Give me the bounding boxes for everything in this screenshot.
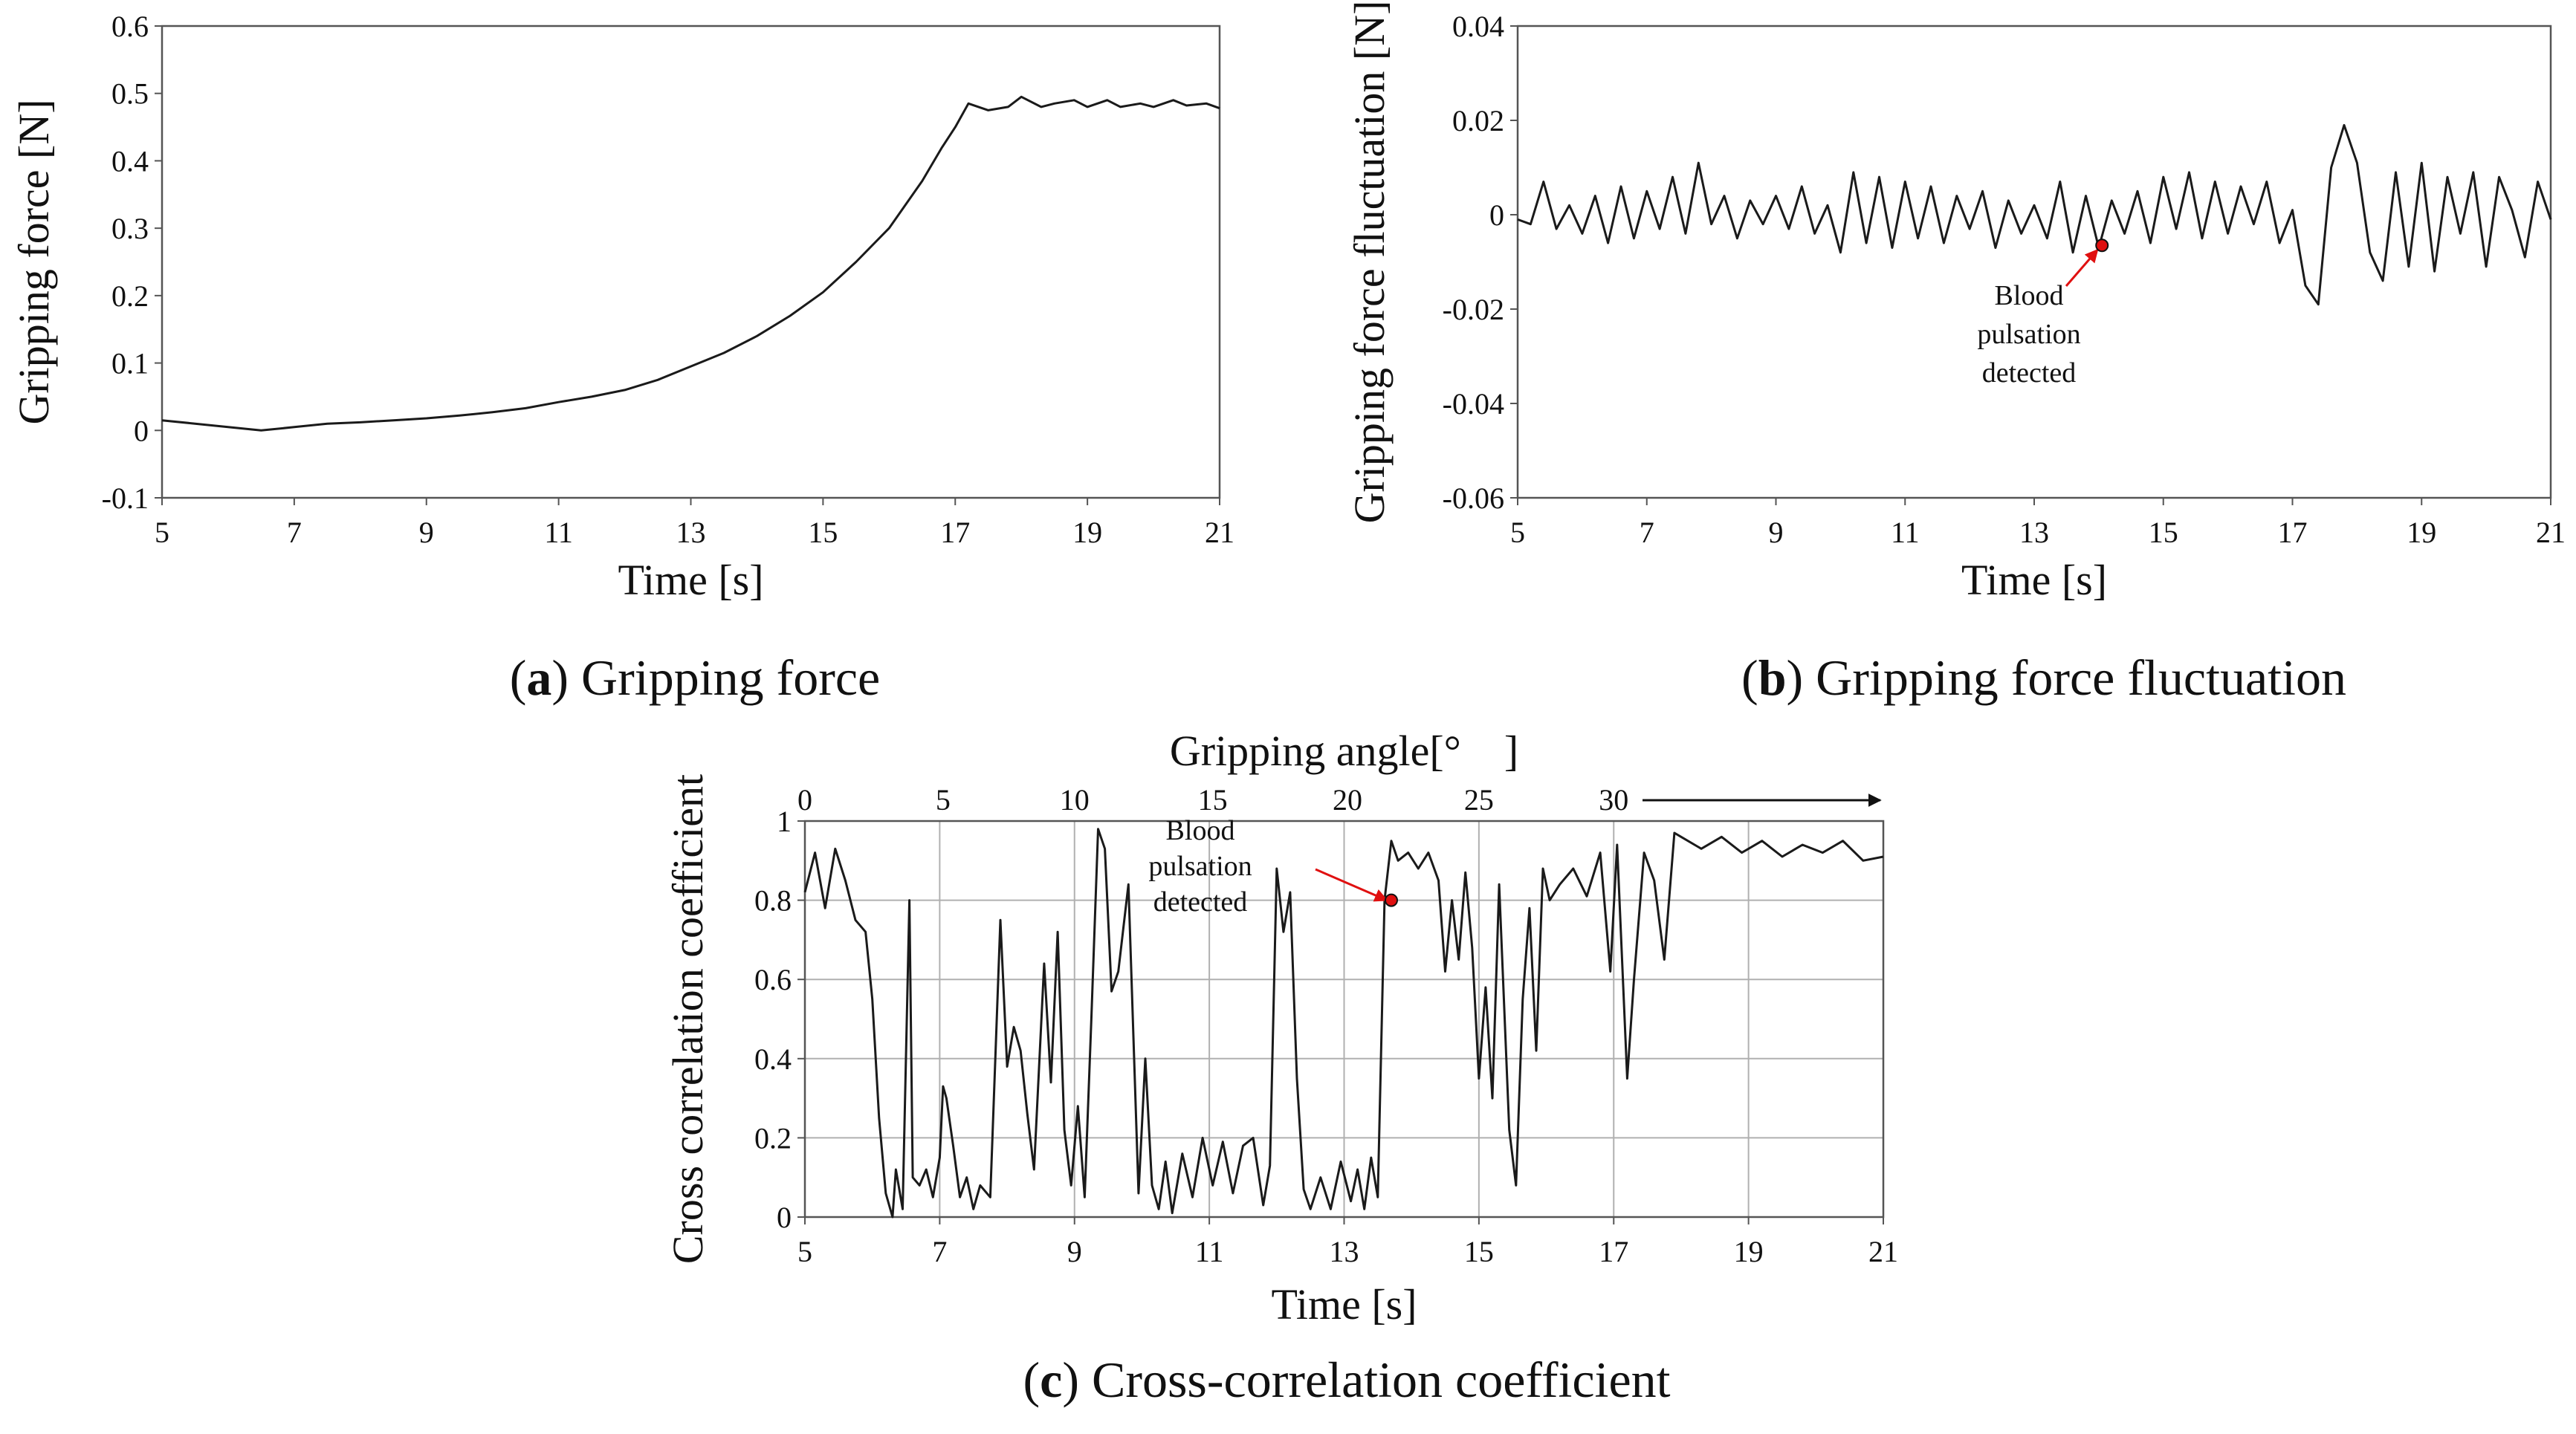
x2-tick-label: 0 [797,783,812,817]
x-tick-label: 7 [932,1235,947,1268]
panel-c-cross-correlation: 5 7 9 11 13 15 17 19 21 0 0.2 0.4 0.6 0.8 1 Time [s] Cro… [664,727,1898,1408]
y-tick-label: 0.2 [754,1121,792,1155]
x-tick-label: 21 [1868,1235,1898,1268]
series-line [803,828,1884,1219]
y-tick-label: 0.02 [1452,104,1504,137]
caption-letter: a [526,649,551,706]
x-axis-title: Time [s] [1961,556,2107,604]
x-tick-label: 9 [1769,516,1784,549]
y-tick-label: -0.06 [1443,481,1504,515]
x-tick-label: 13 [676,516,706,549]
y-tick-label: -0.04 [1443,387,1504,421]
y-tick-label: 0.4 [111,144,149,178]
y-tick-label: -0.02 [1443,293,1504,326]
y-tick-label: 0.8 [754,884,792,918]
x2-tick-label: 5 [936,783,951,817]
y-axis-title: Gripping force fluctuation [N] [1345,1,1394,524]
blood-pulsation-marker [1384,893,1398,907]
x-tick-label: 9 [1067,1235,1082,1268]
y-tick-label: 0 [1489,198,1504,232]
x-tick-label: 5 [155,516,169,549]
x-tick-label: 17 [940,516,970,549]
y-tick-label: 0.1 [111,347,149,380]
x-tick-label: 17 [1599,1235,1628,1268]
caption-letter: c [1040,1352,1062,1408]
y-tick-label: 0.6 [111,10,149,43]
panel-b-gripping-force-fluctuation: 5 7 9 11 13 15 17 19 21 -0.06 -0.04 -0.02 0 0.02 0.04 T… [1345,1,2566,706]
x2-tick-label: 20 [1333,783,1362,817]
x-tick-label: 7 [287,516,302,549]
y-tick-label: 0 [777,1201,792,1234]
blood-pulsation-marker [2095,239,2109,253]
annotation-text: Blood [1166,815,1235,846]
y-tick-label: 0.4 [754,1042,792,1076]
caption-text: Cross-correlation coefficient [1079,1352,1671,1408]
x-tick-label: 11 [1891,516,1920,549]
y-axis-title: Cross correlation coefficient [664,774,712,1264]
y-tick-label: 0.3 [111,212,149,245]
annotation-arrow [2065,248,2099,287]
caption-text: Gripping force fluctuation [1803,649,2346,706]
series-line [1517,123,2552,306]
caption-letter: b [1758,649,1787,706]
annotation-text: detected [1982,357,2077,389]
x-tick-label: 15 [1464,1235,1494,1268]
x-axis-title: Time [s] [1271,1280,1417,1328]
x2-tick-label: 15 [1198,783,1228,817]
y-tick-label: 1 [777,805,792,838]
caption-text: Gripping force [569,649,880,706]
annotation-text: pulsation [1977,319,2080,350]
x-tick-label: 15 [808,516,838,549]
x-tick-label: 17 [2278,516,2308,549]
x-axis-title: Time [s] [618,556,763,604]
x-tick-label: 15 [2149,516,2178,549]
y-tick-label: 0.04 [1452,10,1504,43]
x-tick-label: 19 [1072,516,1102,549]
x-tick-label: 11 [1195,1235,1224,1268]
x-tick-label: 21 [2536,516,2566,549]
annotation-text: detected [1153,886,1248,918]
annotation-arrow [1315,868,1388,902]
x2-tick-label: 25 [1464,783,1494,817]
plot-frame [161,25,1221,499]
x-tick-label: 13 [1330,1235,1359,1268]
x-tick-label: 5 [1510,516,1525,549]
y-tick-label: 0 [134,414,149,447]
y-tick-label: 0.5 [111,77,149,111]
x-tick-label: 9 [419,516,434,549]
y-axis-title: Gripping force [N] [10,99,58,424]
y-tick-label: 0.6 [754,963,792,996]
series-line [161,95,1220,432]
x-tick-label: 19 [2407,516,2436,549]
x2-tick-label: 30 [1599,783,1628,817]
panel-caption: (b) Gripping force fluctuation [1741,649,2346,706]
x-tick-label: 21 [1205,516,1234,549]
x-tick-label: 11 [544,516,573,549]
x-tick-label: 5 [797,1235,812,1268]
panel-caption: (a) Gripping force [510,649,881,706]
panel-a-gripping-force: 5 7 9 11 13 15 17 19 21 -0.1 0 0.1 0.2 0.3 0.4 0.5 0.6 Ti… [10,10,1234,706]
y-tick-label: 0.2 [111,279,149,313]
annotation-text: Blood [1995,280,2064,311]
plot-frame [1516,25,2552,499]
x2-axis-title: Gripping angle[° ] [1170,727,1518,775]
x-tick-label: 19 [1734,1235,1764,1268]
x2-tick-label: 10 [1060,783,1090,817]
panel-caption: (c) Cross-correlation coefficient [1023,1352,1670,1408]
x-tick-label: 13 [2019,516,2049,549]
x-tick-label: 7 [1640,516,1654,549]
annotation-text: pulsation [1148,851,1252,882]
y-tick-label: -0.1 [102,481,149,515]
